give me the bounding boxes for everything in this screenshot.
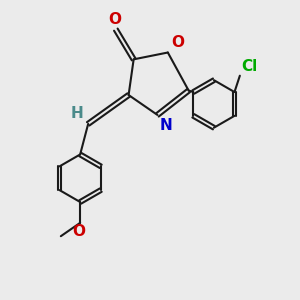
Text: O: O — [72, 224, 85, 239]
Text: H: H — [71, 106, 84, 122]
Text: O: O — [108, 12, 121, 27]
Text: Cl: Cl — [241, 59, 257, 74]
Text: N: N — [160, 118, 172, 134]
Text: O: O — [171, 34, 184, 50]
